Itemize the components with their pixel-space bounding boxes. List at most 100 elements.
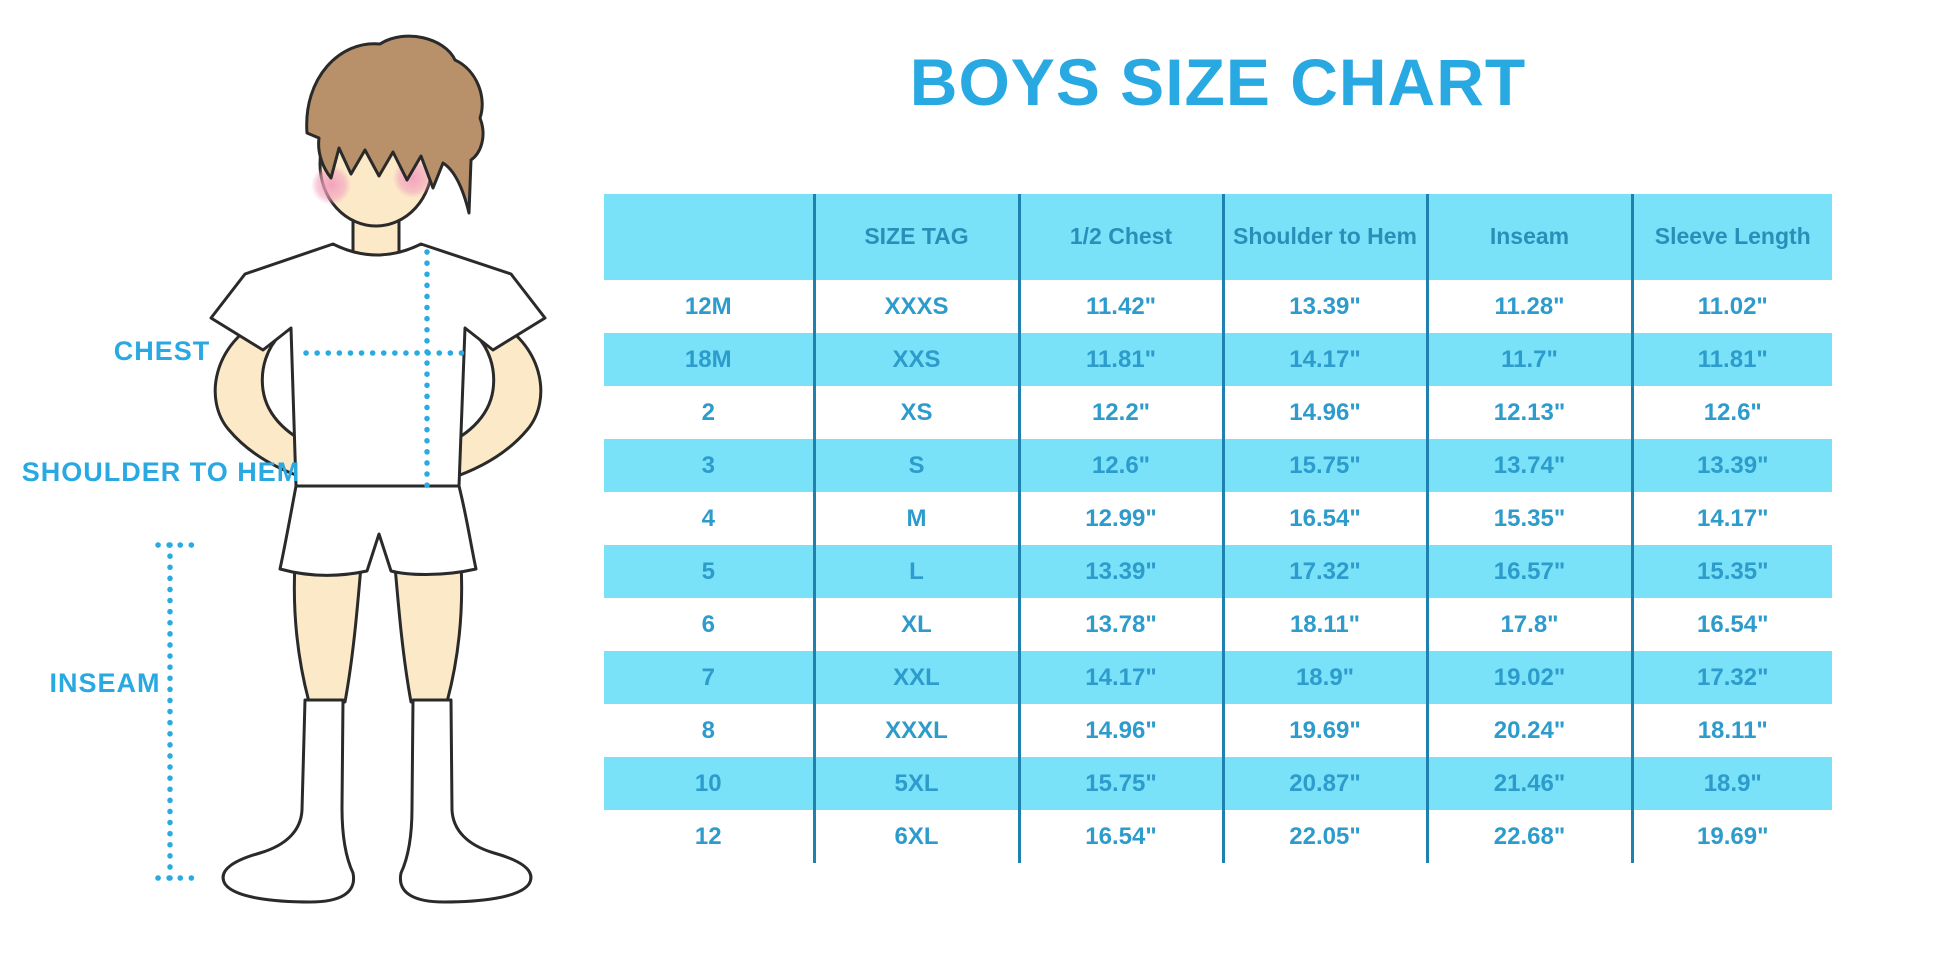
header-cell-empty	[604, 194, 814, 280]
value-cell: 11.81"	[1017, 333, 1223, 386]
value-cell: 5XL	[812, 757, 1019, 810]
table-row: 12 6XL 16.54" 22.05" 22.68" 19.69"	[604, 810, 1832, 863]
row-label-cell: 4	[701, 504, 715, 532]
table-row: 2 XS 12.2" 14.96" 12.13" 12.6"	[604, 386, 1832, 439]
value-cell: 16.54"	[1017, 810, 1223, 863]
value-cell: 11.42"	[1017, 280, 1223, 333]
row-label-cell: 5	[604, 545, 814, 598]
row-label-cell: 2	[701, 398, 715, 426]
left-sock	[221, 698, 356, 904]
row-label-cell: 10	[604, 757, 814, 810]
value-cell: 15.35"	[1630, 545, 1832, 598]
value-cell: 13.74"	[1425, 439, 1632, 492]
value-cell: 11.81"	[1630, 333, 1832, 386]
blush-left	[311, 165, 351, 205]
header-cell: Shoulder to Hem	[1221, 194, 1427, 280]
value-cell: 12.13"	[1425, 386, 1632, 439]
table-row: 3 S 12.6" 15.75" 13.74" 13.39"	[604, 439, 1832, 492]
value-cell: 14.17"	[1017, 651, 1223, 704]
value-cell: 12.2"	[1017, 386, 1223, 439]
value-cell: XS	[812, 386, 1019, 439]
value-cell: 20.24"	[1425, 704, 1632, 757]
inseam-dimension-line	[155, 542, 195, 881]
value-cell: 13.78"	[1017, 598, 1223, 651]
table-row: 4 M 12.99" 16.54" 15.35" 14.17"	[604, 492, 1832, 545]
row-label-cell: 18M	[604, 333, 814, 386]
value-cell: 22.68"	[1425, 810, 1632, 863]
shoulder-to-hem-label: SHOULDER TO HEM	[21, 457, 301, 487]
value-cell: 11.02"	[1630, 280, 1832, 333]
value-cell: 18.11"	[1221, 598, 1427, 651]
shirt	[209, 242, 547, 488]
value-cell: 14.96"	[1017, 704, 1223, 757]
table-row: 12M XXXS 11.42" 13.39" 11.28" 11.02"	[604, 280, 1832, 333]
right-leg	[393, 561, 464, 704]
row-label-cell: 6	[701, 610, 715, 638]
value-cell: 16.57"	[1425, 545, 1632, 598]
value-cell: 22.05"	[1221, 810, 1427, 863]
hair	[305, 34, 485, 215]
value-cell: 15.75"	[1017, 757, 1223, 810]
value-cell: 17.8"	[1425, 598, 1632, 651]
table-row: 10 5XL 15.75" 20.87" 21.46" 18.9"	[604, 757, 1832, 810]
value-cell: XXS	[812, 333, 1019, 386]
value-cell: L	[812, 545, 1019, 598]
value-cell: 17.32"	[1630, 651, 1832, 704]
right-sock	[398, 698, 533, 904]
value-cell: 19.69"	[1630, 810, 1832, 863]
value-cell: 19.69"	[1221, 704, 1427, 757]
value-cell: 18.9"	[1630, 757, 1832, 810]
value-cell: 14.17"	[1221, 333, 1427, 386]
value-cell: 16.54"	[1221, 492, 1427, 545]
value-cell: 15.75"	[1221, 439, 1427, 492]
value-cell: 18.11"	[1630, 704, 1832, 757]
value-cell: XXXS	[812, 280, 1019, 333]
table-row: 5 L 13.39" 17.32" 16.57" 15.35"	[604, 545, 1832, 598]
value-cell: 6XL	[812, 810, 1019, 863]
row-label-cell: 3	[604, 439, 814, 492]
value-cell: 17.32"	[1221, 545, 1427, 598]
header-cell: 1/2 Chest	[1017, 194, 1223, 280]
value-cell: M	[812, 492, 1019, 545]
value-cell: 11.28"	[1425, 280, 1632, 333]
table-row: 8 XXXL 14.96" 19.69" 20.24" 18.11"	[604, 704, 1832, 757]
left-leg	[292, 561, 363, 704]
boy-measurement-diagram: CHEST SHOULDER TO HEM INSEAM	[0, 0, 600, 973]
value-cell: XXL	[812, 651, 1019, 704]
chest-label: CHEST	[113, 336, 211, 366]
page-title: BOYS SIZE CHART	[909, 45, 1527, 119]
row-label-cell: 7	[604, 651, 814, 704]
value-cell: 16.54"	[1630, 598, 1832, 651]
value-cell: 13.39"	[1221, 280, 1427, 333]
boy-illustration	[155, 34, 547, 904]
table-row: 18M XXS 11.81" 14.17" 11.7" 11.81"	[604, 333, 1832, 386]
value-cell: XXXL	[812, 704, 1019, 757]
value-cell: 13.39"	[1630, 439, 1832, 492]
value-cell: 18.9"	[1221, 651, 1427, 704]
value-cell: S	[812, 439, 1019, 492]
value-cell: 15.35"	[1425, 492, 1632, 545]
value-cell: 14.17"	[1630, 492, 1832, 545]
inseam-label: INSEAM	[49, 668, 161, 698]
value-cell: 20.87"	[1221, 757, 1427, 810]
size-chart-table: SIZE TAG 1/2 Chest Shoulder to Hem Inseam Sl…	[604, 194, 1832, 863]
value-cell: 12.6"	[1017, 439, 1223, 492]
row-label-cell: 12M	[684, 292, 732, 320]
header-row: SIZE TAG 1/2 Chest Shoulder to Hem Inseam Sl…	[604, 194, 1832, 280]
row-label-cell: 8	[701, 716, 715, 744]
table-body: 12M XXXS 11.42" 13.39" 11.28" 11.02" 18M XXS 11.…	[604, 280, 1832, 863]
table-row: 6 XL 13.78" 18.11" 17.8" 16.54"	[604, 598, 1832, 651]
shorts	[278, 484, 478, 577]
table-row: 7 XXL 14.17" 18.9" 19.02" 17.32"	[604, 651, 1832, 704]
value-cell: 11.7"	[1425, 333, 1632, 386]
value-cell: 21.46"	[1425, 757, 1632, 810]
value-cell: XL	[812, 598, 1019, 651]
header-cell: SIZE TAG	[812, 194, 1019, 280]
row-label-cell: 12	[694, 822, 722, 850]
header-cell: Inseam	[1425, 194, 1632, 280]
header-cell: Sleeve Length	[1630, 194, 1832, 280]
value-cell: 14.96"	[1221, 386, 1427, 439]
value-cell: 13.39"	[1017, 545, 1223, 598]
value-cell: 19.02"	[1425, 651, 1632, 704]
